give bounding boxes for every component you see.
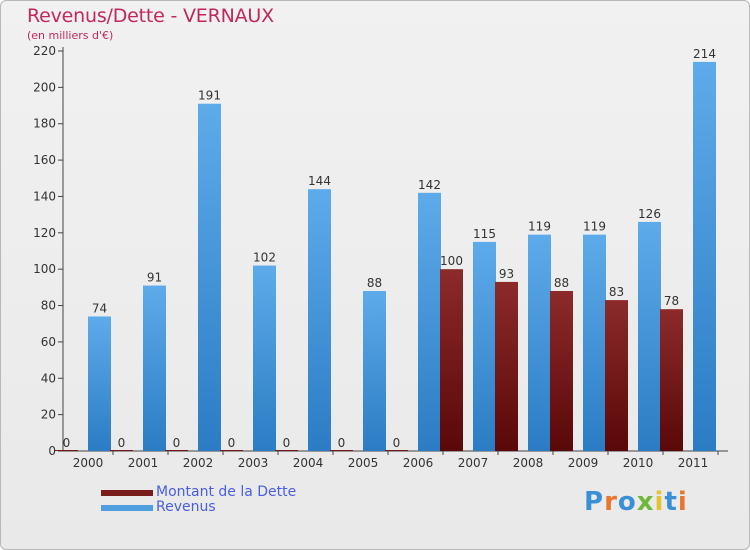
data-label-revenus: 191 (198, 89, 221, 103)
logo-letter: t (664, 487, 677, 517)
bar-dette (660, 309, 683, 451)
data-label-revenus: 214 (693, 47, 716, 61)
data-label-dette: 0 (283, 436, 291, 450)
data-label-revenus: 142 (418, 178, 441, 192)
y-tick-label: 0 (48, 444, 56, 458)
data-label-revenus: 88 (367, 276, 382, 290)
logo-letter: r (604, 487, 618, 517)
data-label-revenus: 115 (473, 227, 496, 241)
data-label-dette: 83 (609, 285, 624, 299)
legend-swatch-dette (101, 490, 153, 496)
data-label-dette: 100 (440, 254, 463, 268)
data-label-dette: 0 (173, 436, 181, 450)
data-label-dette: 0 (393, 436, 401, 450)
data-label-revenus: 74 (92, 301, 107, 315)
y-tick-label: 200 (33, 80, 56, 94)
data-label-revenus: 126 (638, 207, 661, 221)
bar-revenus (693, 62, 716, 451)
bar-revenus (363, 291, 386, 451)
data-label-revenus: 102 (253, 251, 276, 265)
bar-revenus (473, 242, 496, 451)
y-tick-label: 220 (33, 44, 56, 58)
bar-revenus (418, 193, 441, 451)
y-tick-label: 60 (41, 335, 56, 349)
data-label-revenus: 91 (147, 271, 162, 285)
legend-label-revenus: Revenus (156, 499, 216, 515)
x-tick-label: 2004 (293, 456, 324, 470)
x-tick-label: 2003 (238, 456, 269, 470)
chart-frame: Revenus/Dette - VERNAUX (en milliers d'€… (0, 0, 750, 550)
y-tick-label: 80 (41, 299, 56, 313)
y-tick-label: 120 (33, 226, 56, 240)
x-tick-label: 2006 (403, 456, 434, 470)
bar-dette (330, 450, 353, 451)
bar-revenus (198, 104, 221, 451)
bar-revenus (583, 235, 606, 451)
x-tick-label: 2005 (348, 456, 379, 470)
logo-letter: i (678, 487, 688, 517)
x-tick-label: 2001 (128, 456, 159, 470)
data-label-dette: 0 (228, 436, 236, 450)
data-label-revenus: 119 (583, 220, 606, 234)
bar-revenus (528, 235, 551, 451)
data-label-dette: 0 (118, 436, 126, 450)
bar-dette (495, 282, 518, 451)
logo-letter: i (655, 487, 665, 517)
y-tick-label: 100 (33, 262, 56, 276)
data-label-dette: 0 (338, 436, 346, 450)
data-label-revenus: 144 (308, 174, 331, 188)
logo-letter: x (637, 487, 655, 517)
x-tick-label: 2009 (568, 456, 599, 470)
bar-dette (385, 450, 408, 451)
proxiti-logo: Proxiti (584, 487, 688, 517)
bar-dette (220, 450, 243, 451)
y-tick-label: 180 (33, 117, 56, 131)
bar-revenus (638, 222, 661, 451)
bar-dette (110, 450, 133, 451)
x-tick-label: 2000 (73, 456, 104, 470)
data-label-dette: 0 (63, 436, 71, 450)
bar-revenus (143, 286, 166, 451)
y-tick-label: 40 (41, 371, 56, 385)
x-tick-label: 2008 (513, 456, 544, 470)
bar-dette (605, 300, 628, 451)
bar-chart: 0204060801001201401601802002202000074200… (1, 1, 749, 549)
bar-revenus (253, 266, 276, 451)
data-label-dette: 93 (499, 267, 514, 281)
y-tick-label: 160 (33, 153, 56, 167)
y-tick-label: 140 (33, 189, 56, 203)
y-tick-label: 20 (41, 408, 56, 422)
logo-letter: o (618, 487, 637, 517)
legend-swatch-revenus (101, 505, 153, 511)
legend-label-dette: Montant de la Dette (156, 484, 296, 500)
bar-revenus (88, 316, 111, 451)
x-tick-label: 2011 (678, 456, 709, 470)
bar-dette (440, 269, 463, 451)
bar-dette (55, 450, 78, 451)
bar-dette (550, 291, 573, 451)
bar-dette (165, 450, 188, 451)
x-tick-label: 2002 (183, 456, 214, 470)
data-label-dette: 78 (664, 294, 679, 308)
bar-revenus (308, 189, 331, 451)
x-tick-label: 2007 (458, 456, 489, 470)
data-label-revenus: 119 (528, 220, 551, 234)
bar-dette (275, 450, 298, 451)
x-tick-label: 2010 (623, 456, 654, 470)
data-label-dette: 88 (554, 276, 569, 290)
logo-letter: P (584, 487, 604, 517)
